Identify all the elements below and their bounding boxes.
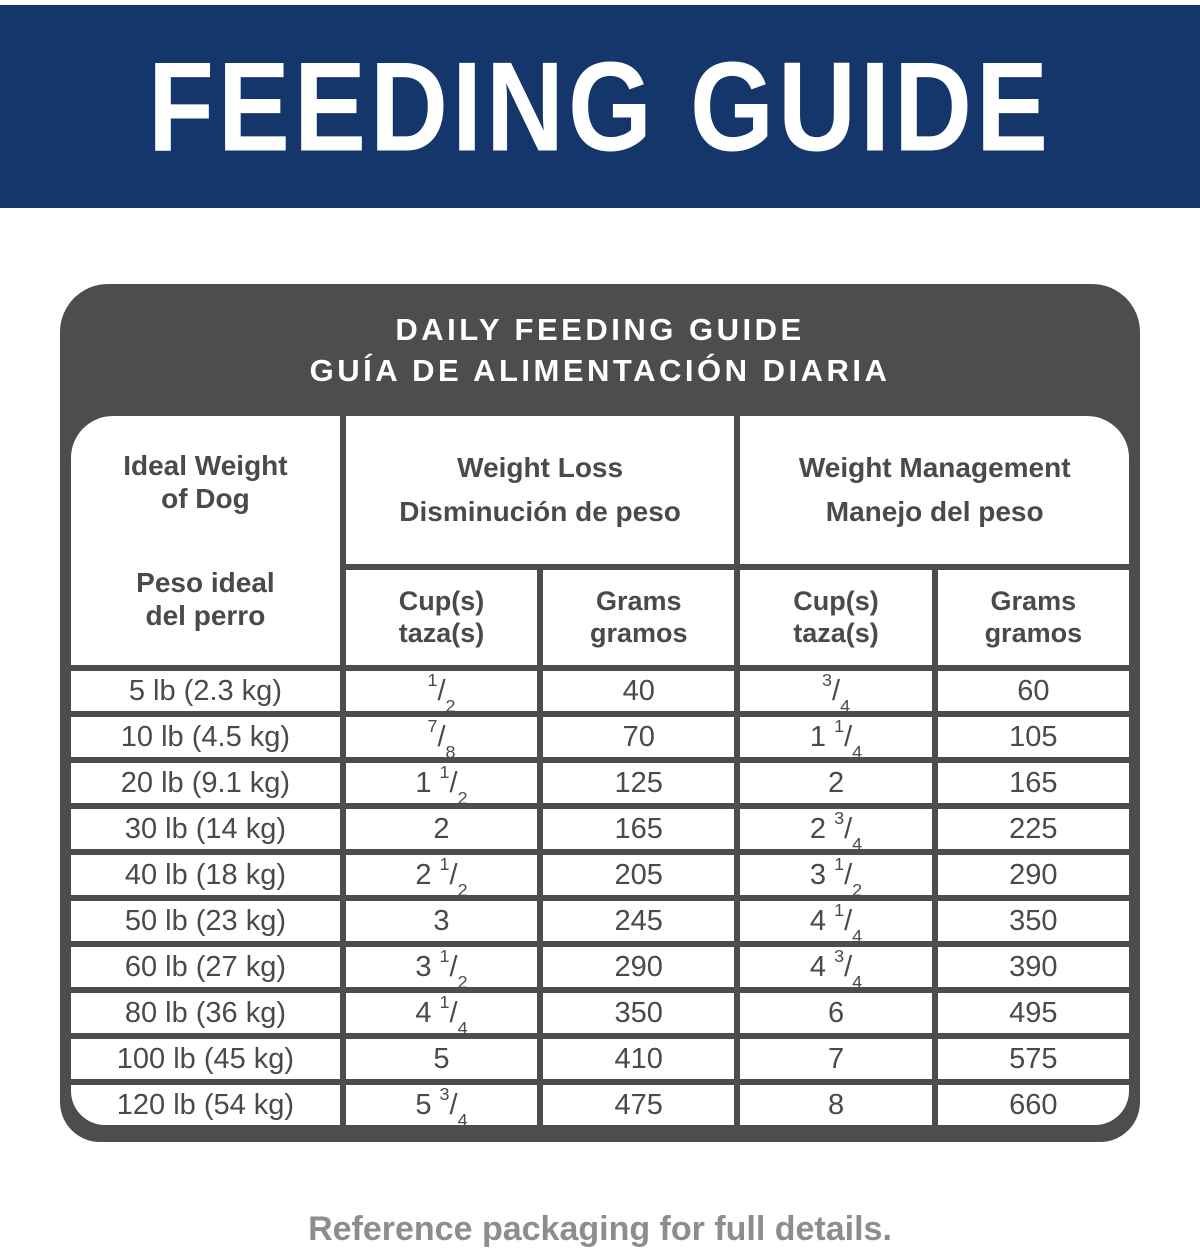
cell-weight-loss-grams: 475 [543, 1085, 735, 1126]
col-header-ideal-weight-en: Ideal Weight of Dog [123, 449, 288, 514]
col-header-weight-management-cups: Cup(s) taza(s) [740, 570, 932, 666]
col-group-weight-loss-es: Disminución de peso [399, 496, 681, 528]
cell-weight-loss-grams: 205 [543, 855, 735, 896]
cell-weight-loss-grams: 410 [543, 1039, 735, 1080]
cell-weight-loss-cups: 2 1/2 [345, 855, 538, 899]
cell-weight-loss-grams: 165 [543, 809, 735, 850]
cell-weight-management-cups: 2 3/4 [740, 809, 932, 853]
table-row: 100 lb (45 kg) 5 410 7 575 [71, 1039, 1129, 1080]
col-group-weight-loss: Weight Loss Disminución de peso [345, 415, 735, 565]
cell-weight-management-cups: 3/4 [740, 671, 932, 715]
cell-weight-loss-cups: 1 1/2 [345, 763, 538, 807]
col-header-weight-loss-grams: Grams gramos [543, 570, 735, 666]
card-title-es: GUÍA DE ALIMENTACIÓN DIARIA [309, 352, 891, 388]
cell-weight-loss-grams: 245 [543, 901, 735, 942]
cell-weight-loss-cups: 4 1/4 [345, 993, 538, 1037]
col-group-weight-management-es: Manejo del peso [825, 496, 1044, 528]
cell-weight-management-cups: 4 1/4 [740, 901, 932, 945]
banner-title: FEEDING GUIDE [147, 35, 1053, 178]
cell-weight-management-grams: 225 [937, 809, 1129, 850]
table-row: 60 lb (27 kg) 3 1/2 290 4 3/4 390 [71, 947, 1129, 991]
cell-weight-management-grams: 660 [937, 1085, 1129, 1126]
cell-weight-loss-grams: 125 [543, 763, 735, 804]
cell-weight-loss-cups: 5 [345, 1039, 538, 1080]
cell-weight-loss-cups: 3 [345, 901, 538, 942]
cell-weight-loss-cups: 3 1/2 [345, 947, 538, 991]
table-row: 20 lb (9.1 kg) 1 1/2 125 2 165 [71, 763, 1129, 807]
table-row: 80 lb (36 kg) 4 1/4 350 6 495 [71, 993, 1129, 1037]
cell-ideal-weight: 100 lb (45 kg) [71, 1039, 340, 1080]
table-row: 10 lb (4.5 kg) 7/8 70 1 1/4 105 [71, 717, 1129, 761]
feeding-guide-banner: FEEDING GUIDE [0, 5, 1200, 208]
cell-weight-loss-cups: 1/2 [345, 671, 538, 715]
cell-ideal-weight: 40 lb (18 kg) [71, 855, 340, 896]
col-header-ideal-weight: Ideal Weight of Dog Peso ideal del perro [71, 415, 340, 666]
col-group-weight-management-en: Weight Management [798, 452, 1071, 484]
cell-weight-management-cups: 8 [740, 1085, 932, 1126]
cell-weight-loss-grams: 70 [543, 717, 735, 758]
cell-weight-management-grams: 290 [937, 855, 1129, 896]
col-group-weight-management: Weight Management Manejo del peso [740, 415, 1129, 565]
daily-feeding-guide-card: DAILY FEEDING GUIDE GUÍA DE ALIMENTACIÓN… [60, 284, 1140, 1143]
cell-weight-management-cups: 2 [740, 763, 932, 804]
card-title-en: DAILY FEEDING GUIDE [395, 312, 805, 347]
table-row: 50 lb (23 kg) 3 245 4 1/4 350 [71, 901, 1129, 945]
table-row: 40 lb (18 kg) 2 1/2 205 3 1/2 290 [71, 855, 1129, 899]
cell-weight-management-grams: 60 [937, 671, 1129, 712]
cell-weight-management-cups: 7 [740, 1039, 932, 1080]
cell-weight-loss-grams: 350 [543, 993, 735, 1034]
cell-weight-management-cups: 6 [740, 993, 932, 1034]
col-header-ideal-weight-es: Peso ideal del perro [136, 566, 275, 631]
cell-weight-management-cups: 4 3/4 [740, 947, 932, 991]
cell-weight-loss-cups: 7/8 [345, 717, 538, 761]
cell-weight-management-cups: 3 1/2 [740, 855, 932, 899]
cell-weight-management-grams: 105 [937, 717, 1129, 758]
cell-ideal-weight: 80 lb (36 kg) [71, 993, 340, 1034]
table-row: 120 lb (54 kg) 5 3/4 475 8 660 [71, 1085, 1129, 1129]
cell-weight-management-cups: 1 1/4 [740, 717, 932, 761]
cell-weight-management-grams: 390 [937, 947, 1129, 988]
cell-weight-management-grams: 575 [937, 1039, 1129, 1080]
cell-weight-management-grams: 165 [937, 763, 1129, 804]
cell-ideal-weight: 20 lb (9.1 kg) [71, 763, 340, 804]
cell-ideal-weight: 60 lb (27 kg) [71, 947, 340, 988]
cell-ideal-weight: 10 lb (4.5 kg) [71, 717, 340, 758]
cell-ideal-weight: 30 lb (14 kg) [71, 809, 340, 850]
footer-note: Reference packaging for full details. [308, 1210, 892, 1249]
cell-ideal-weight: 120 lb (54 kg) [71, 1085, 340, 1126]
feeding-table: Ideal Weight of Dog Peso ideal del perro… [65, 410, 1135, 1131]
cell-ideal-weight: 5 lb (2.3 kg) [71, 671, 340, 712]
col-group-weight-loss-en: Weight Loss [457, 452, 624, 484]
cell-weight-management-grams: 350 [937, 901, 1129, 942]
table-row: 5 lb (2.3 kg) 1/2 40 3/4 60 [71, 671, 1129, 715]
col-header-weight-loss-cups: Cup(s) taza(s) [345, 570, 538, 666]
table-row: 30 lb (14 kg) 2 165 2 3/4 225 [71, 809, 1129, 853]
cell-weight-loss-cups: 2 [345, 809, 538, 850]
cell-weight-loss-grams: 290 [543, 947, 735, 988]
cell-weight-loss-grams: 40 [543, 671, 735, 712]
cell-weight-management-grams: 495 [937, 993, 1129, 1034]
cell-weight-loss-cups: 5 3/4 [345, 1085, 538, 1129]
card-title: DAILY FEEDING GUIDE GUÍA DE ALIMENTACIÓN… [65, 284, 1135, 410]
col-header-weight-management-grams: Grams gramos [937, 570, 1129, 666]
feeding-table-body: 5 lb (2.3 kg) 1/2 40 3/4 60 10 lb (4.5 kg) 7/8… [71, 671, 1129, 1129]
cell-ideal-weight: 50 lb (23 kg) [71, 901, 340, 942]
